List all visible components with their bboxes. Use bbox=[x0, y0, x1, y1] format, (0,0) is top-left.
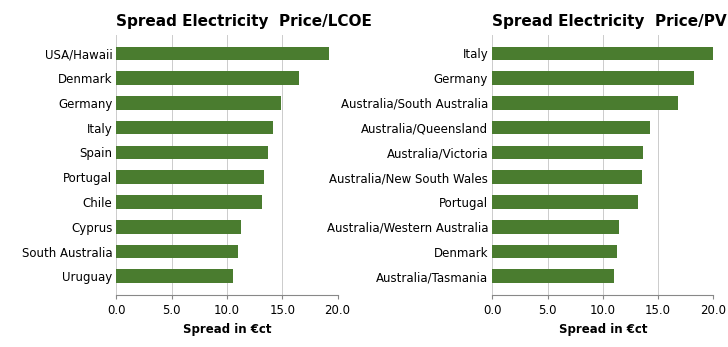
Bar bbox=[116, 195, 262, 209]
Bar bbox=[116, 46, 329, 60]
Bar bbox=[116, 245, 238, 259]
Bar bbox=[492, 220, 620, 234]
Bar bbox=[116, 270, 232, 283]
Bar bbox=[116, 220, 242, 234]
Bar bbox=[492, 245, 617, 259]
Bar bbox=[116, 170, 264, 184]
Bar bbox=[116, 121, 274, 135]
Bar bbox=[116, 146, 268, 159]
Bar bbox=[492, 270, 614, 283]
Bar bbox=[492, 170, 641, 184]
X-axis label: Spread in €ct: Spread in €ct bbox=[558, 322, 647, 336]
Bar bbox=[492, 121, 650, 135]
Bar bbox=[492, 195, 638, 209]
Bar bbox=[116, 96, 281, 110]
Bar bbox=[116, 71, 299, 85]
Text: Spread Electricity  Price/PV support: Spread Electricity Price/PV support bbox=[492, 14, 728, 29]
Bar bbox=[492, 71, 694, 85]
X-axis label: Spread in €ct: Spread in €ct bbox=[183, 322, 272, 336]
Bar bbox=[492, 146, 643, 159]
Text: Spread Electricity  Price/LCOE: Spread Electricity Price/LCOE bbox=[116, 14, 372, 29]
Bar bbox=[492, 96, 678, 110]
Bar bbox=[492, 46, 719, 60]
